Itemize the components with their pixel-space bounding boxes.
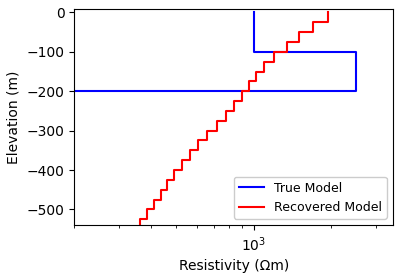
Legend: True Model, Recovered Model: True Model, Recovered Model bbox=[234, 177, 387, 219]
Recovered Model bbox=[326, 21, 330, 24]
Recovered Model bbox=[152, 208, 156, 211]
Recovered Model bbox=[158, 188, 163, 192]
Recovered Model bbox=[284, 40, 289, 44]
Line: True Model: True Model bbox=[0, 13, 356, 225]
True Model bbox=[353, 90, 358, 93]
Recovered Model bbox=[165, 178, 170, 181]
Recovered Model bbox=[137, 223, 142, 227]
Recovered Model bbox=[296, 31, 301, 34]
True Model bbox=[251, 50, 256, 53]
True Model bbox=[251, 11, 256, 14]
Recovered Model bbox=[246, 90, 251, 93]
Recovered Model bbox=[239, 90, 244, 93]
Recovered Model bbox=[205, 129, 210, 132]
Recovered Model bbox=[205, 139, 210, 142]
Recovered Model bbox=[310, 21, 315, 24]
Recovered Model bbox=[272, 50, 276, 53]
Recovered Model bbox=[232, 99, 236, 103]
Recovered Model bbox=[158, 198, 163, 201]
Recovered Model bbox=[284, 50, 289, 53]
Recovered Model bbox=[196, 149, 201, 152]
Recovered Model bbox=[179, 168, 184, 172]
Recovered Model bbox=[262, 60, 266, 63]
Recovered Model bbox=[179, 158, 184, 162]
Recovered Model bbox=[137, 218, 142, 221]
Recovered Model bbox=[196, 139, 201, 142]
Recovered Model bbox=[262, 70, 266, 73]
Recovered Model bbox=[246, 80, 251, 83]
Recovered Model bbox=[188, 158, 192, 162]
Recovered Model bbox=[239, 99, 244, 103]
Recovered Model bbox=[214, 129, 219, 132]
Recovered Model bbox=[172, 168, 176, 172]
Recovered Model bbox=[214, 119, 219, 122]
Recovered Model bbox=[145, 208, 150, 211]
Recovered Model bbox=[326, 11, 330, 14]
X-axis label: Resistivity (Ωm): Resistivity (Ωm) bbox=[178, 259, 289, 273]
Recovered Model bbox=[224, 119, 228, 122]
Recovered Model bbox=[310, 31, 315, 34]
Recovered Model bbox=[224, 109, 228, 113]
Recovered Model bbox=[253, 70, 258, 73]
True Model bbox=[353, 50, 358, 53]
Recovered Model bbox=[165, 188, 170, 192]
Recovered Model bbox=[172, 178, 176, 181]
Recovered Model bbox=[152, 198, 156, 201]
Recovered Model bbox=[188, 149, 192, 152]
Line: Recovered Model: Recovered Model bbox=[140, 13, 328, 225]
Recovered Model bbox=[253, 80, 258, 83]
Recovered Model bbox=[145, 218, 150, 221]
Recovered Model bbox=[296, 40, 301, 44]
Recovered Model bbox=[272, 60, 276, 63]
Recovered Model bbox=[232, 109, 236, 113]
Y-axis label: Elevation (m): Elevation (m) bbox=[7, 70, 21, 164]
